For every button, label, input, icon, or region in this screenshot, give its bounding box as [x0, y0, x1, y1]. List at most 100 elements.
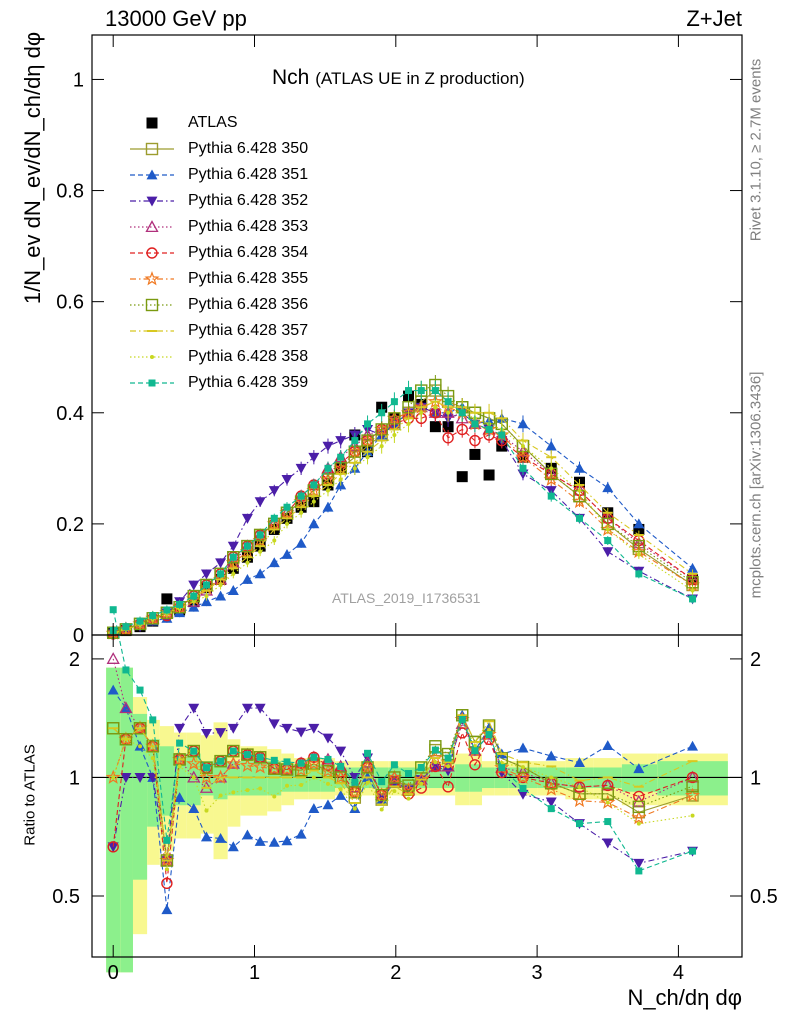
- process-label: Z+Jet: [686, 6, 742, 31]
- series-pythia-6-428-359-ratio-point: [378, 778, 386, 786]
- series-pythia-6-428-352-ratio-point: [134, 773, 146, 783]
- legend-marker: [144, 271, 160, 286]
- series-pythia-6-428-354-ratio-point: [107, 841, 119, 853]
- series-pythia-6-428-359-ratio-point: [576, 820, 583, 828]
- series-pythia-6-428-356-ratio-point: [402, 779, 415, 792]
- series-pythia-6-428-353-ratio-point: [516, 765, 530, 778]
- series-pythia-6-428-355-ratio-point: [347, 784, 363, 799]
- series-pythia-6-428-356-ratio-point: [632, 800, 646, 814]
- series-pythia-6-428-359-ratio-point: [122, 666, 130, 674]
- series-pythia-6-428-351-ratio-point: [161, 904, 173, 915]
- series-pythia-6-428-351-point: [268, 557, 280, 568]
- series-pythia-6-428-359-ratio-point: [109, 606, 117, 614]
- series-pythia-6-428-359-ratio-point: [458, 715, 466, 723]
- series-pythia-6-428-358-point: [191, 599, 196, 604]
- series-pythia-6-428-358-ratio-point: [636, 821, 641, 826]
- ratio-y-tick-label-right: 1: [750, 767, 761, 789]
- series-pythia-6-428-351-ratio-point: [241, 829, 253, 840]
- ratio-band-inner: [159, 746, 174, 816]
- series-pythia-6-428-359-point: [297, 492, 305, 500]
- series-pythia-6-428-353-ratio-point: [187, 770, 201, 783]
- legend-label: Pythia 6.428 356: [188, 296, 309, 313]
- series-pythia-6-428-359-ratio-point: [485, 731, 493, 739]
- series-pythia-6-428-352-ratio-point: [335, 746, 347, 757]
- series-pythia-6-428-354-point: [469, 434, 481, 447]
- series-pythia-6-428-358-point: [690, 588, 695, 593]
- series-pythia-6-428-359-point: [458, 409, 466, 417]
- series-pythia-6-428-358-ratio-point: [285, 783, 289, 788]
- series-atlas-point: [483, 469, 495, 481]
- legend-swatch: [130, 220, 174, 233]
- series-pythia-6-428-351-point: [602, 482, 614, 493]
- series-pythia-6-428-359-line: [113, 390, 693, 632]
- series-pythia-6-428-356-point: [241, 539, 254, 553]
- y-tick-label: 0: [73, 625, 84, 647]
- series-pythia-6-428-355-ratio-point: [600, 794, 616, 809]
- y-tick-label: 0.6: [56, 292, 84, 314]
- series-pythia-6-428-358-point: [325, 488, 330, 493]
- mcplots-label: mcplots.cern.ch [arXiv:1306.3436]: [747, 371, 765, 599]
- rivet-version-label: Rivet 3.1.10, ≥ 2.7M events: [747, 58, 765, 242]
- series-pythia-6-428-355-ratio-point: [105, 769, 121, 784]
- series-pythia-6-428-358-ratio-point: [164, 867, 169, 872]
- series-pythia-6-428-352-point: [308, 452, 320, 463]
- series-pythia-6-428-358-ratio-point: [231, 790, 236, 795]
- series-pythia-6-428-358-point: [520, 444, 525, 449]
- plot-title-sub: (ATLAS UE in Z production): [315, 69, 525, 88]
- series-pythia-6-428-351-ratio-point: [295, 828, 307, 839]
- legend-label: Pythia 6.428 353: [188, 218, 309, 235]
- series-pythia-6-428-358-ratio-point: [549, 775, 554, 780]
- series-pythia-6-428-351-point: [308, 518, 320, 529]
- series-pythia-6-428-359-ratio-point: [229, 747, 237, 755]
- series-pythia-6-428-359-ratio-point: [635, 867, 643, 875]
- series-pythia-6-428-351-point: [517, 418, 529, 429]
- series-pythia-6-428-355-ratio-point: [684, 787, 701, 802]
- series-pythia-6-428-359-point: [519, 464, 527, 472]
- legend-item: Pythia 6.428 352: [130, 190, 308, 212]
- series-pythia-6-428-356-ratio-point: [388, 771, 401, 784]
- series-pythia-6-428-359-point: [149, 612, 157, 620]
- series-pythia-6-428-359-point: [122, 623, 130, 631]
- legend-item: Pythia 6.428 359: [130, 372, 308, 394]
- series-pythia-6-428-351-point: [281, 548, 293, 559]
- series-pythia-6-428-359-point: [176, 600, 184, 608]
- series-pythia-6-428-358-point: [338, 477, 343, 482]
- series-pythia-6-428-359-point: [604, 537, 612, 545]
- series-pythia-6-428-359-point: [405, 387, 413, 395]
- legend-label: Pythia 6.428 355: [188, 270, 309, 287]
- series-pythia-6-428-355-ratio-point: [515, 769, 531, 784]
- series-pythia-6-428-351-ratio-point: [322, 799, 334, 810]
- legend-item: Pythia 6.428 355: [130, 268, 308, 290]
- series-pythia-6-428-359-point: [390, 398, 398, 406]
- series-pythia-6-428-359-ratio-point: [176, 739, 184, 747]
- series-pythia-6-428-359-point: [337, 453, 345, 461]
- series-pythia-6-428-351-ratio-point: [215, 832, 227, 843]
- series-pythia-6-428-352-point: [335, 436, 347, 447]
- series-pythia-6-428-352-point: [241, 513, 253, 524]
- series-pythia-6-428-352-line: [113, 406, 693, 635]
- series-pythia-6-428-351-point: [322, 501, 334, 512]
- series-pythia-6-428-352-ratio-point: [227, 723, 239, 734]
- series-pythia-6-428-358-ratio-point: [258, 786, 263, 791]
- y-tick-label: 0.2: [56, 514, 84, 536]
- series-pythia-6-428-351-ratio-point: [517, 742, 529, 753]
- legend-marker: [146, 117, 158, 129]
- series-pythia-6-428-358-line: [113, 406, 693, 634]
- series-pythia-6-428-359-point: [635, 570, 643, 578]
- series-pythia-6-428-351-ratio-point: [335, 789, 347, 800]
- series-pythia-6-428-359-point: [324, 464, 332, 472]
- series-pythia-6-428-358-point: [419, 410, 424, 415]
- y-tick-label: 0.4: [56, 403, 84, 425]
- series-pythia-6-428-359-ratio-point: [243, 751, 251, 759]
- x-tick-label: 4: [673, 962, 684, 984]
- series-pythia-6-428-359-point: [229, 553, 237, 561]
- series-pythia-6-428-352-ratio-point: [295, 727, 307, 738]
- ratio-band-inner: [213, 758, 228, 800]
- series-pythia-6-428-355-ratio-point: [132, 720, 148, 735]
- series-pythia-6-428-355-ratio-point: [543, 781, 559, 796]
- x-tick-label: 2: [390, 962, 401, 984]
- series-pythia-6-428-359-ratio-point: [351, 778, 359, 786]
- series-pythia-6-428-358-point: [605, 527, 610, 532]
- series-pythia-6-428-358-ratio-point: [577, 785, 582, 790]
